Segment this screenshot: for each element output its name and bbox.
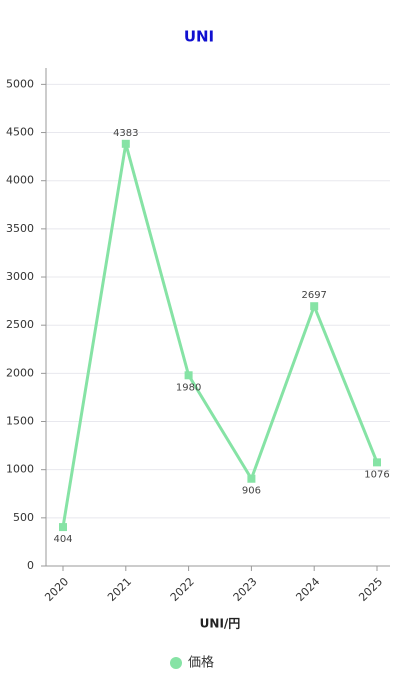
- y-tick-label: 1500: [6, 415, 34, 428]
- legend-marker: [170, 657, 182, 669]
- data-label: 1980: [176, 382, 201, 393]
- y-tick-label: 3000: [6, 270, 34, 283]
- data-label: 2697: [301, 290, 326, 301]
- data-label: 404: [53, 534, 72, 545]
- data-line: [61, 142, 379, 528]
- data-label: 906: [242, 486, 261, 497]
- data-point: [247, 474, 256, 483]
- chart-title: UNI: [184, 28, 214, 46]
- data-point: [373, 458, 381, 467]
- y-tick-label: 4500: [6, 126, 34, 139]
- x-tick-label: 2025: [356, 575, 385, 604]
- y-tick-label: 5000: [6, 77, 34, 90]
- x-tick-label: 2021: [105, 575, 134, 604]
- data-point: [59, 523, 67, 532]
- legend-label: 価格: [188, 655, 214, 671]
- y-tick-label: 4000: [6, 174, 34, 187]
- data-point: [310, 302, 319, 311]
- data-label: 1076: [364, 469, 389, 480]
- x-tick-label: 2024: [293, 575, 322, 604]
- y-tick-label: 2000: [6, 366, 34, 379]
- y-tick-label: 0: [27, 559, 34, 572]
- data-point: [184, 371, 193, 380]
- x-tick-label: 2022: [168, 575, 197, 604]
- y-tick-label: 500: [13, 511, 34, 524]
- x-tick-label: 2020: [42, 575, 71, 604]
- y-tick-label: 1000: [6, 463, 34, 476]
- y-tick-label: 3500: [6, 222, 34, 235]
- y-tick-label: 2500: [6, 318, 34, 331]
- data-point: [121, 139, 130, 148]
- x-tick-label: 2023: [231, 575, 260, 604]
- data-label: 4383: [113, 128, 138, 139]
- x-axis-label: UNI/円: [200, 617, 241, 631]
